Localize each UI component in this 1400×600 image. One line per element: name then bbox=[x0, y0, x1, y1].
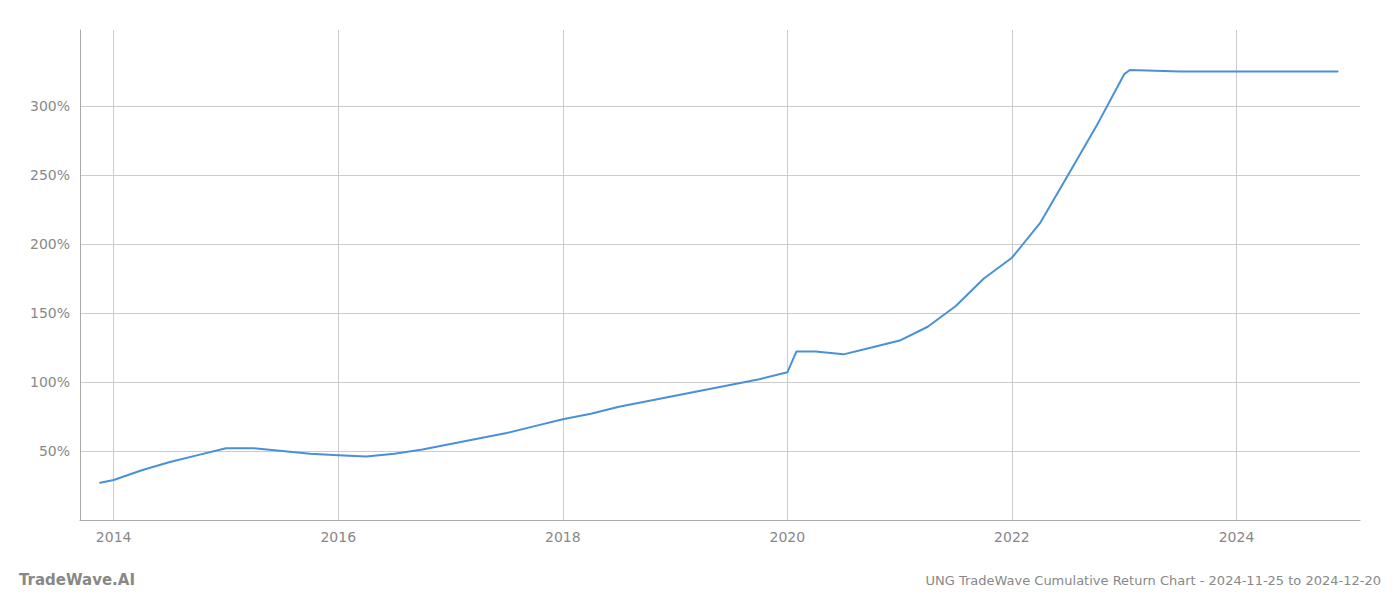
svg-text:2014: 2014 bbox=[96, 529, 132, 545]
svg-text:2022: 2022 bbox=[994, 529, 1030, 545]
svg-text:250%: 250% bbox=[30, 167, 70, 183]
svg-text:200%: 200% bbox=[30, 236, 70, 252]
svg-text:2020: 2020 bbox=[770, 529, 806, 545]
svg-text:2016: 2016 bbox=[320, 529, 356, 545]
svg-text:TradeWave.AI: TradeWave.AI bbox=[19, 571, 135, 589]
svg-text:2024: 2024 bbox=[1219, 529, 1255, 545]
svg-text:2018: 2018 bbox=[545, 529, 581, 545]
svg-text:UNG TradeWave Cumulative Retur: UNG TradeWave Cumulative Return Chart - … bbox=[925, 573, 1381, 588]
svg-text:300%: 300% bbox=[30, 98, 70, 114]
svg-text:50%: 50% bbox=[39, 443, 70, 459]
svg-text:150%: 150% bbox=[30, 305, 70, 321]
svg-text:100%: 100% bbox=[30, 374, 70, 390]
